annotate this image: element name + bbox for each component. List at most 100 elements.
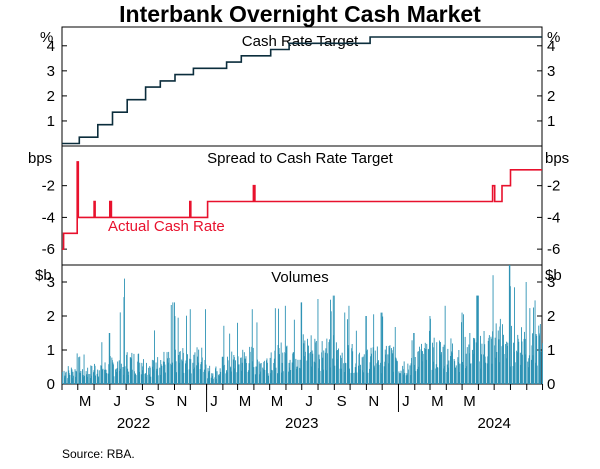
volume-bar — [506, 345, 508, 384]
y-tick-label-left: 2 — [47, 88, 55, 105]
volume-bar — [472, 353, 474, 384]
volume-bar — [208, 371, 210, 384]
volume-bar — [123, 297, 125, 384]
volume-bar — [499, 326, 501, 384]
volume-bar — [93, 370, 95, 384]
volume-bar — [355, 363, 357, 384]
volume-bar — [476, 295, 478, 384]
volume-bar — [462, 364, 464, 384]
volume-bar — [140, 374, 142, 384]
volume-bar — [182, 352, 184, 384]
y-tick-label-left: 2 — [47, 308, 55, 325]
volume-bar — [170, 363, 172, 384]
volume-bar — [266, 358, 268, 384]
volume-bar — [159, 374, 161, 384]
volume-bar — [480, 368, 482, 384]
volume-bar — [289, 359, 291, 384]
volume-bar — [205, 364, 207, 384]
volume-bar — [428, 349, 430, 384]
volume-bar — [411, 340, 413, 384]
y-tick-label-left: 1 — [47, 113, 55, 130]
volume-bar — [179, 351, 181, 384]
volume-bar — [135, 373, 136, 384]
volume-bar — [495, 357, 497, 384]
volume-bar — [400, 370, 402, 384]
volume-bar — [189, 309, 191, 384]
volume-bar — [509, 286, 511, 384]
volume-bar — [218, 375, 219, 384]
volume-bar — [476, 295, 478, 384]
volume-bar — [237, 356, 239, 384]
volume-bar — [454, 367, 456, 384]
volume-bar — [116, 368, 118, 384]
volume-bar — [533, 307, 534, 384]
volume-bar — [267, 373, 269, 384]
panel-title-volumes: Volumes — [271, 269, 329, 286]
volume-bar — [111, 357, 113, 384]
volume-bar — [321, 352, 323, 384]
volume-bar — [157, 357, 159, 384]
volume-bar — [384, 349, 386, 384]
volume-bar — [280, 342, 282, 384]
volume-bar — [366, 350, 368, 384]
volume-bar — [399, 373, 400, 384]
volume-bar — [83, 354, 85, 384]
volume-bar — [160, 360, 162, 384]
volume-bar — [269, 357, 271, 384]
x-month-label: M — [431, 393, 444, 410]
volume-bar — [178, 362, 180, 384]
volume-bar — [340, 357, 342, 384]
volume-bar — [440, 342, 441, 384]
volume-bar — [168, 357, 170, 384]
volume-bar — [160, 364, 162, 384]
volume-bar — [186, 369, 188, 384]
volume-bar — [344, 312, 346, 384]
volume-bar — [527, 367, 529, 384]
volume-bar — [190, 373, 192, 384]
volume-bar — [323, 350, 325, 384]
volume-bar — [486, 363, 488, 384]
volume-bar — [216, 371, 218, 384]
volume-bar — [405, 375, 407, 384]
volume-bar — [94, 363, 95, 384]
volume-bar — [470, 363, 472, 384]
volume-bar — [109, 356, 111, 384]
volume-bar — [473, 339, 475, 384]
volume-bar — [187, 354, 188, 384]
volume-bar — [501, 346, 503, 384]
volume-bar — [105, 369, 107, 384]
x-month-label: N — [368, 393, 379, 410]
volume-bar — [236, 372, 238, 384]
volume-bar — [289, 367, 290, 384]
volume-bar — [338, 348, 339, 384]
y-tick-label-left: -6 — [42, 241, 55, 258]
x-month-label: M — [79, 393, 92, 410]
unit-right-volumes: $b — [545, 267, 562, 284]
volume-bar — [82, 375, 84, 384]
volume-bar — [325, 348, 327, 384]
volume-bar — [221, 356, 223, 384]
volume-bar — [242, 349, 244, 384]
volume-bar — [450, 338, 452, 384]
volume-bar — [201, 357, 203, 384]
unit-left-spread: bps — [28, 150, 52, 167]
volume-bar — [200, 364, 202, 384]
volume-bar — [245, 356, 247, 384]
volume-bar — [181, 359, 183, 384]
volume-bar — [473, 337, 474, 384]
volume-bar — [326, 338, 328, 384]
volume-bar — [315, 341, 317, 384]
volume-bar — [91, 366, 93, 384]
volume-bar — [175, 349, 176, 384]
x-year-label: 2022 — [117, 415, 150, 432]
volume-bar — [216, 378, 217, 384]
volume-bar — [459, 363, 461, 384]
volume-bar — [207, 368, 209, 384]
volume-bar — [167, 362, 169, 384]
volume-bar — [431, 369, 433, 384]
volume-bar — [100, 365, 102, 384]
volume-bar — [536, 365, 538, 384]
volume-bar — [314, 338, 316, 384]
volume-bar — [351, 348, 353, 384]
volume-bar — [385, 345, 387, 384]
